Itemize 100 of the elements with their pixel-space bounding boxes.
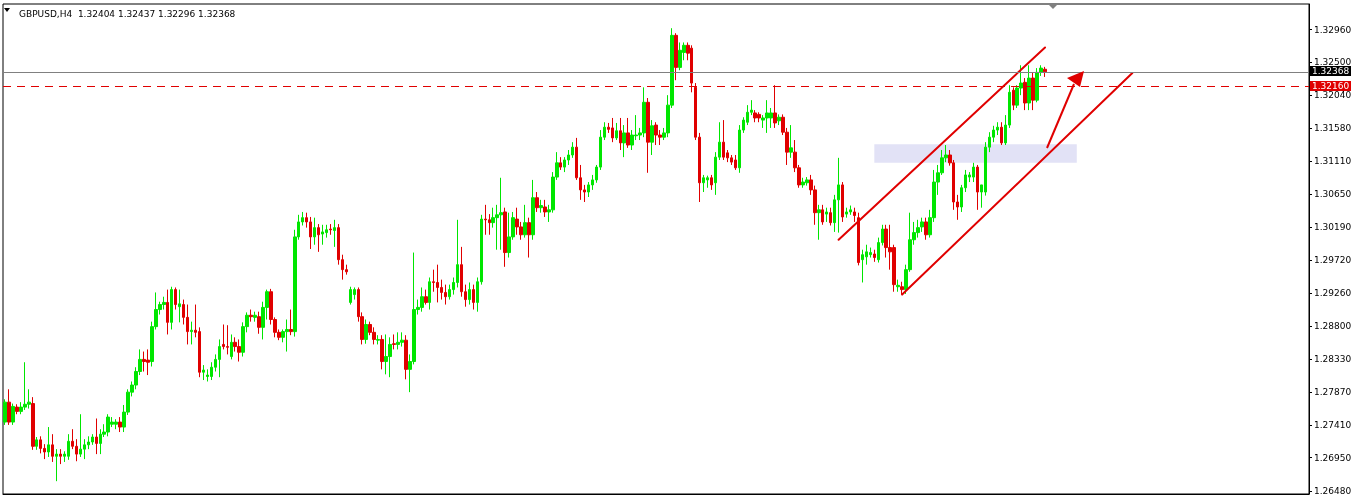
candlestick (559, 156, 562, 171)
candlestick (95, 418, 98, 455)
candlestick (51, 433, 54, 463)
candlestick (309, 216, 312, 250)
candlestick (364, 319, 368, 345)
y-tick-label: 1.29720 (1314, 255, 1352, 266)
candlestick (162, 296, 166, 311)
y-tick-label: 1.32960 (1314, 24, 1352, 35)
candlestick (230, 333, 233, 360)
candlestick (23, 361, 27, 411)
candlestick (825, 207, 828, 223)
candlestick (765, 99, 769, 134)
candlestick (706, 175, 709, 189)
candlestick (853, 207, 856, 223)
candlestick (428, 276, 431, 311)
candlestick (837, 157, 840, 234)
y-tick-label: 1.29260 (1314, 288, 1352, 299)
candlestick (142, 351, 146, 372)
candlestick (789, 124, 793, 159)
candlestick (821, 204, 824, 226)
candlestick (186, 304, 189, 345)
candlestick (166, 289, 169, 335)
candlestick (757, 111, 761, 123)
candlestick (444, 284, 447, 306)
candlestick (400, 331, 404, 348)
y-tick-label: 1.26950 (1314, 452, 1352, 463)
candlestick (845, 207, 848, 219)
candlestick (392, 333, 396, 350)
candlestick (118, 416, 122, 433)
candlestick (734, 154, 737, 171)
candlestick (174, 286, 177, 311)
candlestick (924, 217, 928, 241)
candlestick (753, 109, 757, 123)
y-tick-label: 1.31580 (1314, 122, 1352, 133)
text: GBPUSD,H4 1.32404 1.32437 1.32296 1.32368 (19, 8, 236, 19)
candlestick (849, 205, 852, 216)
y-tick-label: 1.28330 (1314, 354, 1352, 365)
y-tick-label: 1.26480 (1314, 486, 1352, 497)
candlestick (253, 311, 257, 323)
candlestick (503, 207, 507, 268)
candlestick (313, 217, 316, 246)
candlestick (436, 264, 439, 303)
candlestick (3, 398, 7, 426)
candlestick (841, 181, 844, 223)
candlestick (79, 413, 82, 458)
candlestick (31, 396, 35, 451)
candlestick (972, 162, 975, 183)
candlestick (539, 199, 543, 214)
candlestick (730, 154, 733, 166)
candlestick (484, 204, 487, 236)
candlestick (146, 348, 150, 376)
candlestick (626, 117, 630, 149)
y-tick-label: 1.30190 (1314, 221, 1352, 232)
ref-line-label: 1.32368 (1310, 65, 1352, 76)
candlestick (976, 164, 979, 211)
candlestick (523, 204, 527, 239)
candlestick (861, 249, 864, 283)
candlestick (650, 119, 654, 156)
y-tick-label: 1.27410 (1314, 419, 1352, 430)
candlestick (777, 113, 781, 126)
candlestick (257, 311, 261, 335)
candlestick (654, 121, 658, 146)
candlestick (67, 433, 70, 461)
candlestick (404, 334, 408, 380)
candlestick (646, 97, 650, 174)
candlestick (896, 279, 900, 293)
candlestick (531, 179, 535, 241)
candlestick (353, 286, 356, 301)
candlestick (349, 286, 352, 306)
candlestick (619, 117, 622, 151)
candlestick (329, 223, 332, 236)
candlestick (543, 199, 547, 218)
candlestick (114, 418, 118, 430)
candlestick (817, 204, 821, 241)
candlestick (424, 289, 428, 306)
y-tick-label: 1.31110 (1314, 156, 1352, 167)
candlestick (55, 448, 58, 482)
candlestick (472, 284, 475, 311)
candlestick (829, 207, 832, 226)
candlestick (376, 334, 380, 345)
candlestick (801, 177, 805, 189)
candlestick (11, 403, 15, 426)
candlestick (535, 191, 539, 213)
candlestick (15, 403, 19, 415)
candlestick (710, 174, 713, 191)
candlestick (285, 319, 289, 353)
candlestick (35, 436, 38, 451)
candlestick (722, 119, 725, 161)
y-tick-label: 1.28800 (1314, 320, 1352, 331)
candlestick (380, 334, 384, 370)
candlestick (507, 212, 511, 259)
candlestick (249, 309, 253, 323)
candlestick (317, 223, 320, 253)
candlestick (515, 207, 519, 236)
candlestick (170, 286, 173, 330)
candlestick (91, 433, 94, 446)
candlestick (527, 217, 531, 259)
candlestick (178, 289, 181, 323)
candlestick (499, 177, 503, 251)
candlestick (226, 324, 229, 355)
